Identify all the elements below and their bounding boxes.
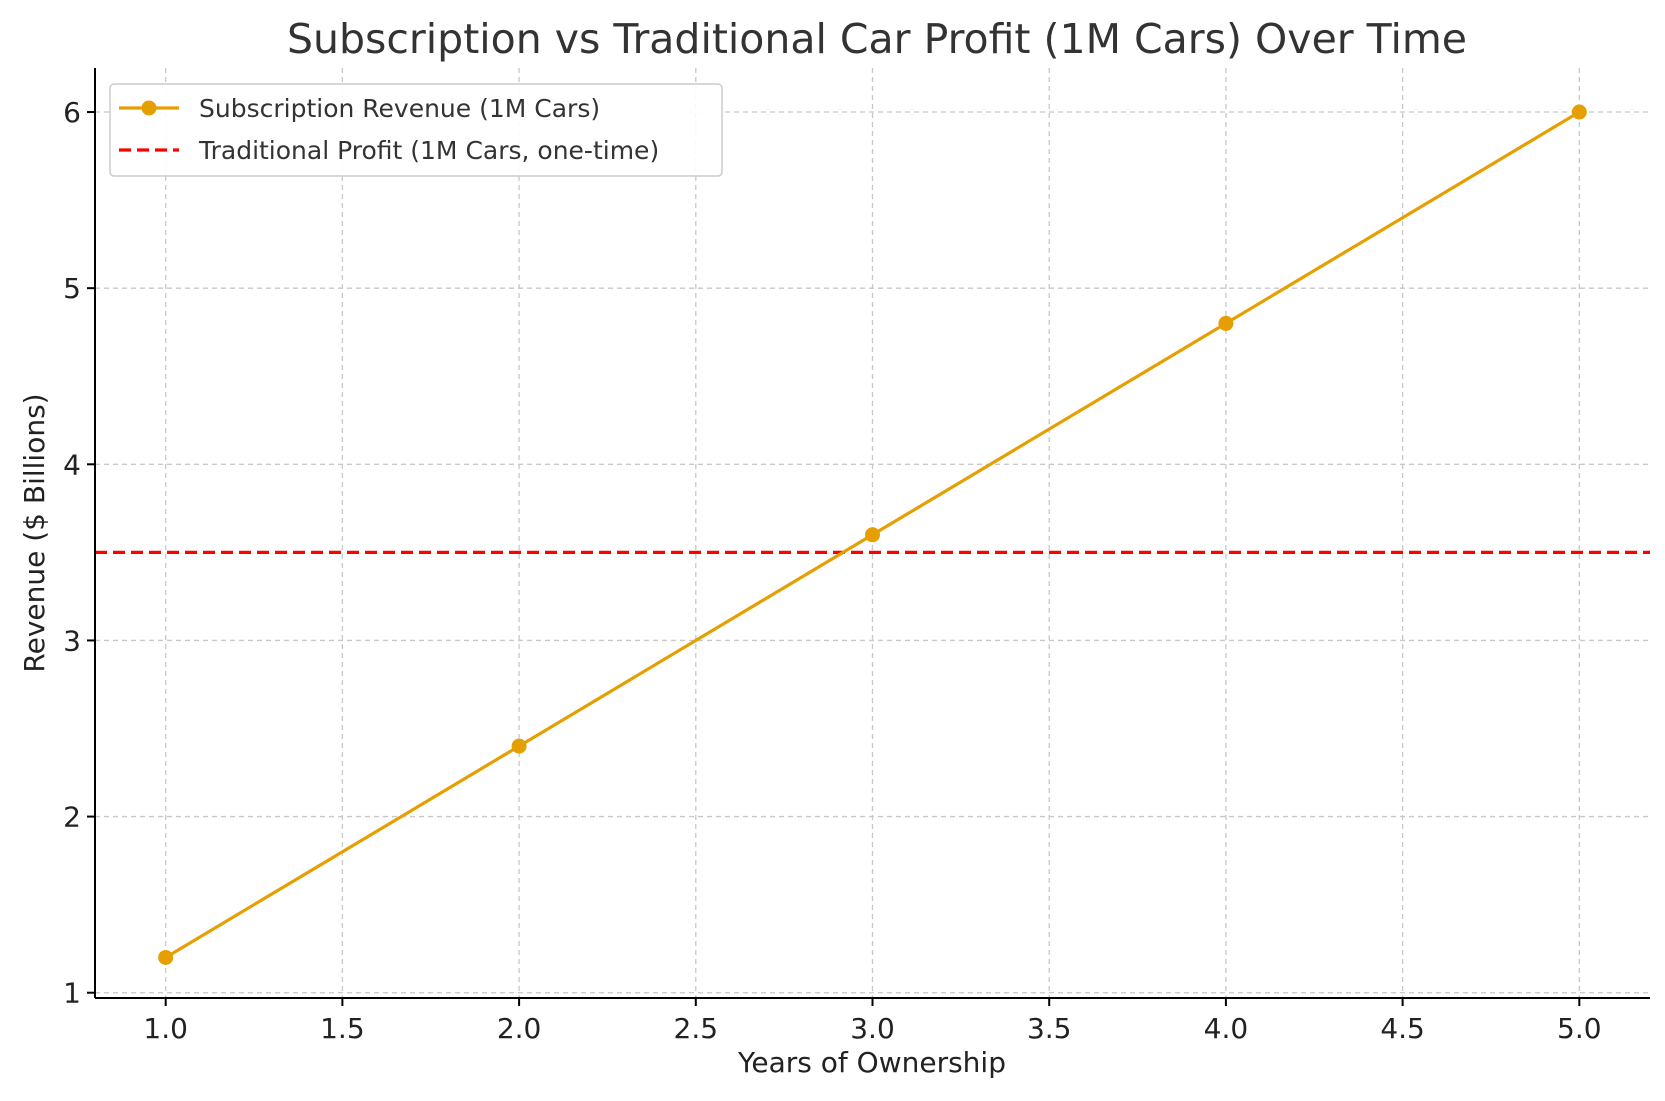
x-tick-label: 3.5	[1027, 1012, 1072, 1045]
tick-layer: 1.0 1.5 2.0 2.5 3.0 3.5 4.0 4.5 5.0 1 2 3 4 5 6	[63, 96, 1601, 1045]
y-tick-label: 1	[63, 977, 81, 1010]
x-tick-label: 4.0	[1204, 1012, 1249, 1045]
series-layer	[95, 104, 1650, 965]
subscription-point	[511, 738, 527, 754]
legend-subscription-marker	[141, 100, 157, 116]
x-axis-label: Years of Ownership	[737, 1046, 1006, 1079]
y-tick-label: 6	[63, 96, 81, 129]
x-tick-label: 4.5	[1380, 1012, 1425, 1045]
legend-traditional-label: Traditional Profit (1M Cars, one-time)	[198, 136, 659, 165]
x-tick-label: 2.0	[497, 1012, 542, 1045]
y-tick-label: 3	[63, 624, 81, 657]
y-tick-label: 4	[63, 448, 81, 481]
legend: Subscription Revenue (1M Cars) Tradition…	[109, 83, 723, 177]
legend-box	[109, 83, 723, 177]
y-axis-label: Revenue ($ Billions)	[18, 393, 51, 672]
chart-title: Subscription vs Traditional Car Profit (…	[287, 15, 1467, 63]
subscription-point	[158, 949, 174, 965]
y-tick-label: 2	[63, 801, 81, 834]
x-tick-label: 2.5	[674, 1012, 719, 1045]
legend-subscription-label: Subscription Revenue (1M Cars)	[199, 94, 600, 123]
x-tick-label: 5.0	[1557, 1012, 1602, 1045]
x-tick-label: 1.5	[320, 1012, 365, 1045]
subscription-point	[1218, 315, 1234, 331]
grid-layer	[95, 68, 1650, 998]
subscription-point	[865, 527, 880, 543]
subscription-point	[1571, 104, 1587, 120]
x-tick-label: 1.0	[143, 1012, 188, 1045]
y-tick-label: 5	[63, 272, 81, 305]
x-tick-label: 3.0	[850, 1012, 895, 1045]
